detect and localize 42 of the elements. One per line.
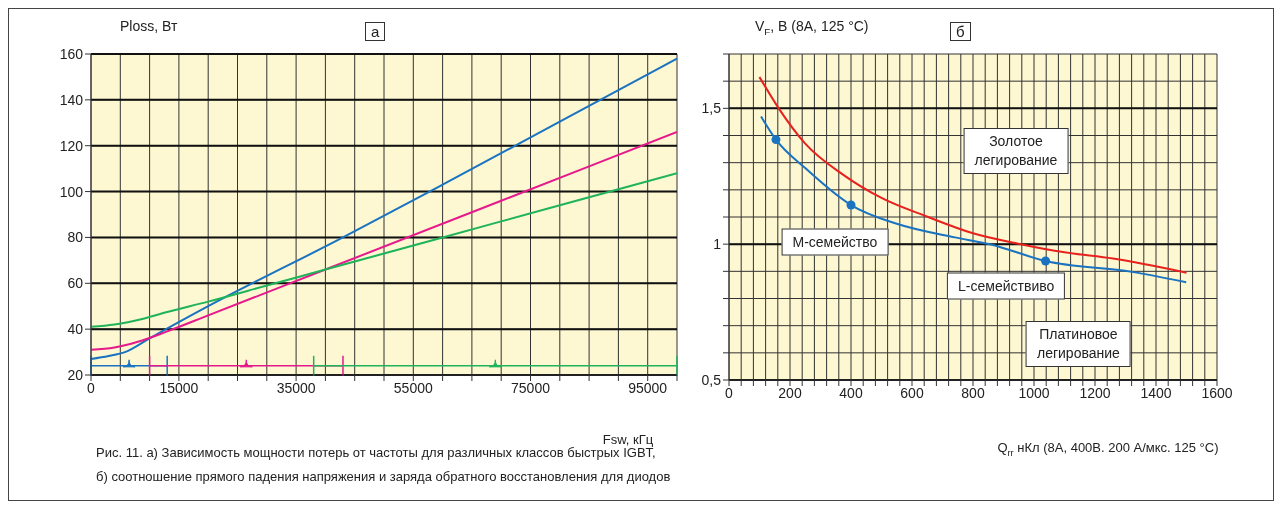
x-tick-label: 400: [839, 384, 863, 401]
y-tick-label: 140: [59, 91, 84, 108]
x-tick-label: 800: [961, 384, 985, 401]
x-tick-label: 15000: [159, 379, 199, 396]
y-tick-label: 160: [59, 45, 84, 62]
x-tick-label: 1200: [1079, 384, 1111, 401]
chart-title: б: [956, 23, 965, 40]
y-tick-label: 1: [713, 236, 722, 253]
y-tick-label: 0,5: [701, 371, 722, 388]
annotation: Платиновое легирование: [1036, 326, 1120, 362]
y-tick-label: 120: [59, 137, 84, 154]
x-axis-title: Fsw, кГц: [602, 432, 654, 447]
x-tick-label: 1000: [1018, 384, 1050, 401]
x-axis-title: Q$_{rr}$ нКл (8А, 400В. 200 А/мкс. 125 °C): [997, 440, 1219, 458]
y-tick-label: 80: [67, 229, 84, 246]
x-tick-label: 35000: [276, 379, 316, 396]
y-tick-label: 40: [67, 321, 84, 338]
x-tick-label: 0: [725, 384, 734, 401]
chart-title: а: [371, 23, 380, 40]
y-tick-label: 100: [59, 183, 84, 200]
point: [1041, 256, 1051, 266]
text: б) соотношение прямого падения напряжения и заряда обратного восстановления для диодов: [96, 469, 671, 484]
x-tick-label: 1600: [1201, 384, 1233, 401]
y-tick-label: 60: [67, 275, 84, 292]
y-axis-title: Ploss, Вт: [120, 18, 178, 34]
x-tick-label: 75000: [511, 379, 551, 396]
x-tick-label: 600: [900, 384, 924, 401]
x-tick-label: 200: [778, 384, 802, 401]
y-tick-label: 20: [67, 366, 84, 383]
x-tick-label: 1400: [1140, 384, 1172, 401]
annotation: М-семейство: [792, 233, 878, 250]
x-tick-label: 0: [87, 379, 96, 396]
x-tick-label: 55000: [393, 379, 433, 396]
y-axis-title: V$_{F}$, В (8А, 125 °C): [755, 18, 869, 37]
point: [846, 200, 856, 210]
annotation: L-семействиво: [958, 277, 1055, 294]
line-series: [758, 76, 1188, 274]
annotation: Золотое легирование: [974, 133, 1058, 169]
text: Рис. 11. а) Зависимость мощности потерь от частоты для различных классов быстрых IGBT,: [96, 445, 656, 460]
point: [771, 135, 781, 145]
y-tick-label: 1,5: [701, 100, 722, 117]
x-tick-label: 95000: [628, 379, 668, 396]
